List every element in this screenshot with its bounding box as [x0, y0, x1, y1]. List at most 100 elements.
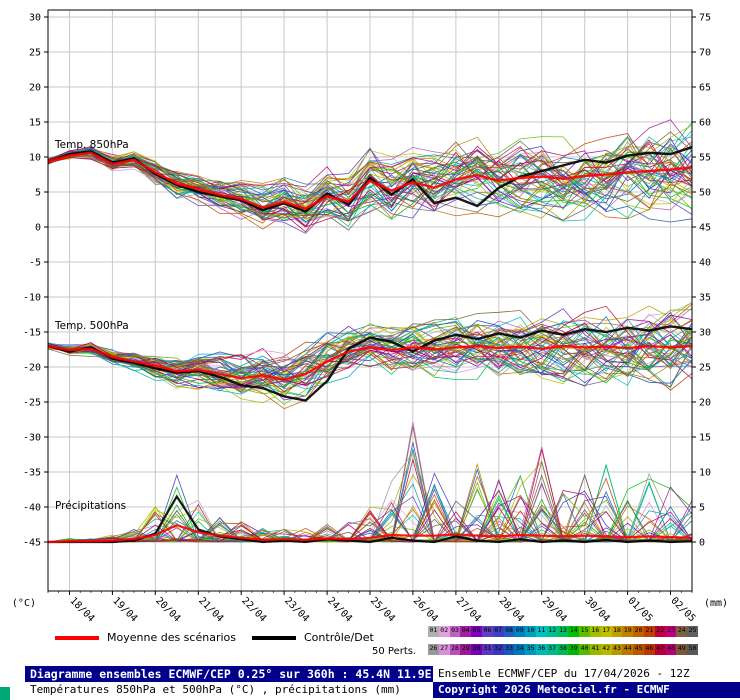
svg-text:60: 60 — [699, 118, 711, 129]
pert-color-cell: 02 — [438, 626, 450, 637]
svg-text:0: 0 — [35, 223, 41, 234]
pert-color-cell: 26 — [428, 644, 439, 655]
svg-text:(°C): (°C) — [12, 598, 36, 609]
pert-color-cell: 25 — [687, 626, 698, 637]
svg-text:0: 0 — [699, 538, 705, 549]
pert-color-cell: 28 — [449, 644, 461, 655]
pert-color-cell: 14 — [568, 626, 580, 637]
pert-color-cell: 19 — [622, 626, 634, 637]
svg-text:-45: -45 — [23, 538, 41, 549]
svg-text:-35: -35 — [23, 468, 41, 479]
pert-color-cell: 39 — [568, 644, 580, 655]
mean-line-swatch — [55, 635, 99, 640]
svg-text:75: 75 — [699, 13, 711, 24]
pert-color-cell: 48 — [665, 644, 677, 655]
pert-color-cell: 16 — [590, 626, 601, 637]
svg-text:-25: -25 — [23, 398, 41, 409]
svg-text:25: 25 — [699, 363, 711, 374]
pert-color-cell: 09 — [514, 626, 526, 637]
svg-text:-15: -15 — [23, 328, 41, 339]
pert-color-cell: 46 — [644, 644, 655, 655]
pert-color-cell: 15 — [579, 626, 590, 637]
pert-color-cell: 41 — [590, 644, 601, 655]
footer-copyright: Copyright 2026 Meteociel.fr - ECMWF — [433, 682, 740, 698]
pert-color-cell: 03 — [449, 626, 461, 637]
perts-color-grid: 01 02 03 04 05 06 07 08 09 10 11 12 13 14 15 16 17 18 19 20… — [428, 626, 698, 655]
svg-text:50: 50 — [699, 188, 711, 199]
pert-color-cell: 24 — [676, 626, 688, 637]
pert-color-cell: 47 — [654, 644, 666, 655]
svg-text:-30: -30 — [23, 433, 41, 444]
pert-color-cell: 36 — [536, 644, 547, 655]
svg-text:15: 15 — [699, 433, 711, 444]
svg-text:40: 40 — [699, 258, 711, 269]
svg-text:-5: -5 — [29, 258, 41, 269]
pert-color-cell: 27 — [438, 644, 450, 655]
pert-color-cell: 42 — [600, 644, 612, 655]
footer-title: Diagramme ensembles ECMWF/CEP 0.25° sur … — [25, 666, 433, 682]
legend-mean-label: Moyenne des scénarios — [107, 631, 236, 644]
svg-text:-10: -10 — [23, 293, 41, 304]
svg-text:5: 5 — [35, 188, 41, 199]
svg-text:Temp. 850hPa: Temp. 850hPa — [54, 139, 129, 151]
footer-left: Diagramme ensembles ECMWF/CEP 0.25° sur … — [25, 666, 433, 700]
pert-color-cell: 23 — [665, 626, 677, 637]
svg-text:20: 20 — [699, 398, 711, 409]
svg-text:70: 70 — [699, 48, 711, 59]
svg-text:25: 25 — [29, 48, 41, 59]
pert-color-cell: 06 — [482, 626, 493, 637]
pert-color-cell: 07 — [492, 626, 504, 637]
pert-color-cell: 45 — [633, 644, 644, 655]
svg-text:30: 30 — [699, 328, 711, 339]
svg-text:30: 30 — [29, 13, 41, 24]
pert-color-cell: 37 — [546, 644, 558, 655]
svg-text:35: 35 — [699, 293, 711, 304]
svg-text:-20: -20 — [23, 363, 41, 374]
pert-color-cell: 05 — [471, 626, 482, 637]
legend-control: Contrôle/Det — [252, 631, 374, 644]
pert-color-cell: 32 — [492, 644, 504, 655]
pert-color-cell: 10 — [525, 626, 536, 637]
footer-run-info: Ensemble ECMWF/CEP du 17/04/2026 - 12Z — [438, 667, 690, 680]
pert-color-cell: 17 — [600, 626, 612, 637]
pert-color-cell: 01 — [428, 626, 439, 637]
pert-color-cell: 30 — [471, 644, 482, 655]
pert-color-cell: 44 — [622, 644, 634, 655]
pert-color-cell: 12 — [546, 626, 558, 637]
pert-color-cell: 50 — [687, 644, 698, 655]
svg-text:5: 5 — [699, 503, 705, 514]
pert-color-cell: 33 — [503, 644, 515, 655]
pert-color-cell: 21 — [644, 626, 655, 637]
pert-color-cell: 49 — [676, 644, 688, 655]
svg-text:(mm): (mm) — [704, 598, 728, 609]
pert-color-cell: 35 — [525, 644, 536, 655]
pert-color-cell: 04 — [460, 626, 472, 637]
svg-text:Précipitations: Précipitations — [55, 500, 126, 512]
pert-color-cell: 43 — [611, 644, 623, 655]
svg-text:10: 10 — [699, 468, 711, 479]
svg-text:15: 15 — [29, 118, 41, 129]
pert-color-cell: 22 — [654, 626, 666, 637]
pert-color-cell: 40 — [579, 644, 590, 655]
legend-mean: Moyenne des scénarios — [55, 631, 236, 644]
pert-color-cell: 11 — [536, 626, 547, 637]
svg-text:20: 20 — [29, 83, 41, 94]
pert-color-cell: 18 — [611, 626, 623, 637]
pert-color-cell: 08 — [503, 626, 515, 637]
legend-control-label: Contrôle/Det — [304, 631, 374, 644]
svg-text:55: 55 — [699, 153, 711, 164]
perts-count-label: 50 Perts. — [372, 646, 417, 657]
control-line-swatch — [252, 635, 296, 640]
footer-right: Ensemble ECMWF/CEP du 17/04/2026 - 12Z C… — [433, 666, 740, 700]
footer-subtitle: Températures 850hPa et 500hPa (°C) , pré… — [30, 683, 401, 696]
pert-color-cell: 29 — [460, 644, 472, 655]
pert-color-cell: 13 — [557, 626, 569, 637]
pert-color-cell: 31 — [482, 644, 493, 655]
svg-text:10: 10 — [29, 153, 41, 164]
chart-legend: Moyenne des scénarios Contrôle/Det 50 Pe… — [0, 622, 740, 666]
svg-text:45: 45 — [699, 223, 711, 234]
pert-color-cell: 20 — [633, 626, 644, 637]
pert-color-cell: 34 — [514, 644, 526, 655]
